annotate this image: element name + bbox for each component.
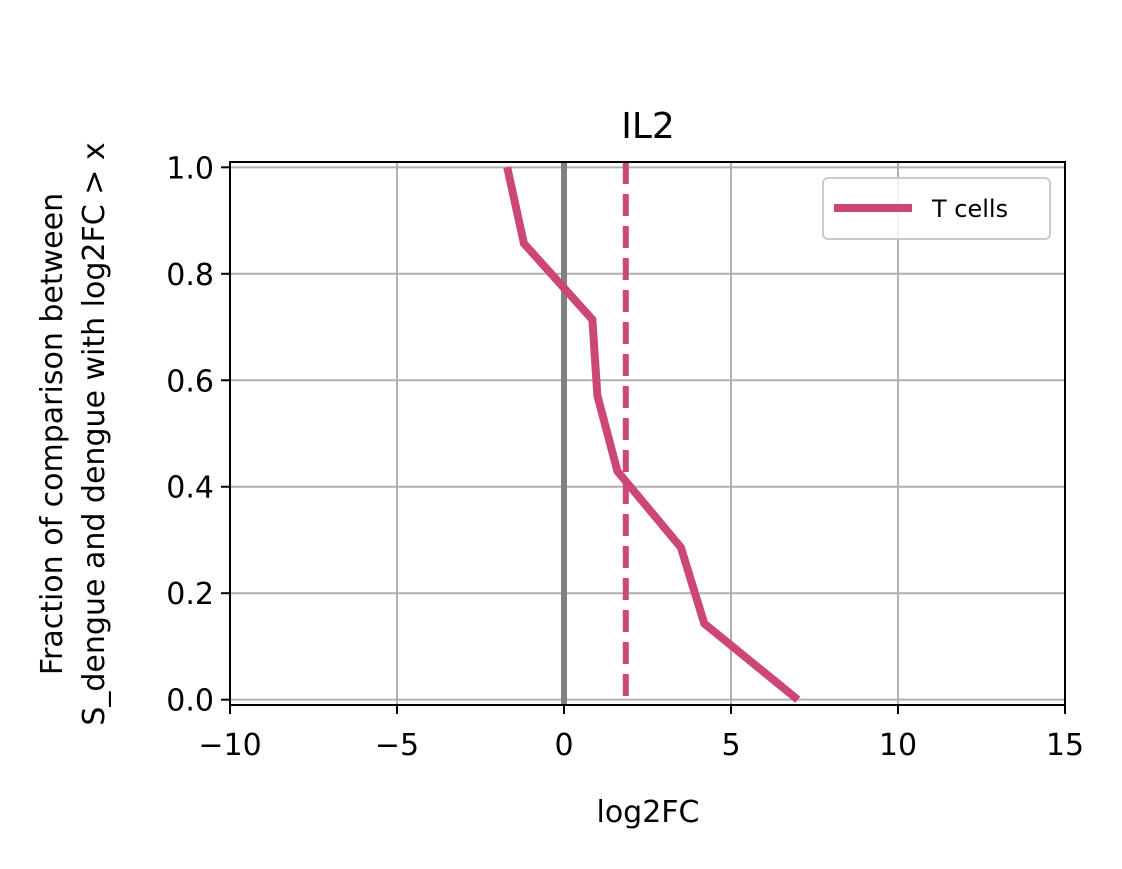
x-tick-label-0: −10 — [198, 728, 261, 763]
legend: T cells — [822, 177, 1051, 240]
y-axis-ticks: 0.0 0.2 0.4 0.6 0.8 1.0 — [166, 151, 230, 719]
y-axis-label-line1: Fraction of comparison between — [35, 193, 70, 675]
y-tick-label-5: 1.0 — [166, 151, 214, 186]
grid-lines — [229, 162, 1066, 705]
y-tick-label-3: 0.6 — [166, 364, 214, 399]
reference-lines — [561, 162, 629, 705]
legend-label-t-cells: T cells — [931, 195, 1008, 223]
x-axis-label: log2FC — [596, 795, 699, 830]
y-axis-label-line2: S_dengue and dengue with log2FC > x — [77, 142, 112, 725]
y-tick-label-2: 0.4 — [166, 471, 214, 506]
series-layer — [503, 166, 801, 703]
x-axis-ticks: −10 −5 0 5 10 15 — [198, 705, 1084, 763]
series-line-0 — [503, 166, 801, 703]
x-tick-label-5: 15 — [1046, 728, 1084, 763]
x-tick-label-4: 10 — [879, 728, 917, 763]
plot-frame — [229, 161, 1066, 706]
x-tick-label-3: 5 — [721, 728, 740, 763]
x-tick-label-1: −5 — [375, 728, 419, 763]
x-tick-label-2: 0 — [554, 728, 573, 763]
y-tick-label-1: 0.2 — [166, 577, 214, 612]
y-tick-label-0: 0.0 — [166, 684, 214, 719]
chart-title: IL2 — [621, 106, 675, 147]
y-tick-label-4: 0.8 — [166, 258, 214, 293]
legend-box — [822, 177, 1051, 240]
